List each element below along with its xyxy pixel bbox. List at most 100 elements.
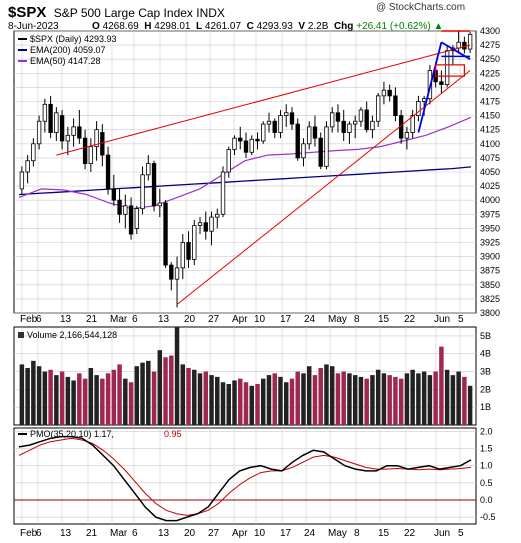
volume-y-tick-label: 3B [480,367,491,377]
candle-body [192,225,197,260]
volume-bar [260,378,266,425]
candle-body [261,123,266,142]
price-y-tick-label: 4150 [480,111,500,121]
trendline [176,70,471,305]
candle-body [59,115,65,142]
price-x-tick-label: Mar [110,314,128,325]
candle-body [146,163,151,176]
volume-bar [421,371,427,425]
candle-body [353,120,358,125]
candle-body [347,123,352,133]
candle-body [301,143,306,159]
volume-bar [352,375,358,425]
candle-body [318,137,323,167]
ema50-line [18,116,472,210]
volume-bar [301,373,306,425]
pmo-x-tick-label: 13 [60,528,72,539]
ema200-line [18,166,472,196]
volume-bar [324,364,329,425]
pmo-y-tick-label: 0.5 [480,478,493,488]
pmo-signal-legend-entry: 0.95 [164,429,182,439]
chart-date: 8-Jun-2023 [8,21,59,32]
pmo-x-tick-label: 20 [184,528,196,539]
symbol-name: S&P 500 Large Cap Index [53,6,193,20]
volume-bar [335,373,341,425]
pmo-x-tick-label: 6 [132,528,138,539]
pmo-x-tick-label: May [328,528,347,539]
candle-body [295,123,300,159]
price-y-tick-label: 4275 [480,40,500,50]
volume-bar [232,380,237,425]
pmo-x-tick-label: 10 [254,528,266,539]
price-y-tick-label: 3800 [480,308,500,318]
volume-bar [272,373,277,425]
candle-body [387,89,392,97]
volume-bar [157,350,163,425]
candle-body [157,202,162,207]
volume-bar [295,371,300,425]
volume-bar [462,376,467,425]
volume-bar [364,378,369,425]
candle-body [203,222,208,232]
trendline [417,42,443,133]
volume-bar [146,360,151,425]
price-y-tick-label: 3925 [480,238,500,248]
pmo-y-tick-label: 0.0 [480,495,493,505]
candle-body [232,137,237,150]
price-y-tick-label: 4100 [480,139,500,149]
candle-body [128,205,134,235]
volume-bar [111,369,117,425]
candle-body [151,163,157,207]
volume-bar [36,366,42,425]
candle-body [456,41,461,49]
candle-body [105,154,111,190]
price-y-tick-label: 4175 [480,97,500,107]
candle-body [197,222,203,226]
candle-body [381,89,387,97]
price-y-tick-label: 4225 [480,68,500,78]
candle-body [249,138,254,153]
price-x-tick-label: 20 [184,314,196,325]
price-x-tick-label: Apr [232,314,248,325]
volume-bar [31,360,36,425]
candle-body [358,109,364,122]
candle-body [467,33,473,50]
price-y-tick-label: 3850 [480,280,500,290]
volume-bar [54,375,59,425]
candle-body [169,264,174,280]
price-y-tick-label: 3950 [480,223,500,233]
volume-bar [439,346,444,425]
price-x-tick-label: 17 [280,314,292,325]
volume-bar [387,375,392,425]
price-x-tick-label: 6 [132,314,138,325]
volume-bar [186,367,191,425]
candle-body [180,242,185,269]
candle-body [174,267,180,280]
volume-bar [398,378,404,425]
candle-body [88,146,94,164]
volume-bar [278,376,283,425]
volume-bar [220,382,226,425]
annotation-rect [435,64,465,77]
price-legend-entry: EMA(200) 4059.07 [30,45,106,55]
volume-bar [59,371,65,425]
price-y-tick-label: 4250 [480,54,500,64]
price-y-tick-label: 4050 [480,167,500,177]
pmo-x-tick-label: 6 [36,528,42,539]
volume-bar [192,369,197,425]
volume-bar [341,371,346,425]
candle-body [215,213,220,218]
volume-bar [174,327,180,425]
volume-bar [266,375,272,425]
volume-bar [140,362,145,425]
pmo-x-tick-label: Feb [20,528,38,539]
volume-bar [94,375,99,425]
volume-bar [283,382,289,425]
candle-body [77,126,82,139]
volume-bar [82,378,88,425]
panel-frame-3 [13,427,477,525]
candle-body [404,132,410,139]
candle-body [48,103,53,133]
